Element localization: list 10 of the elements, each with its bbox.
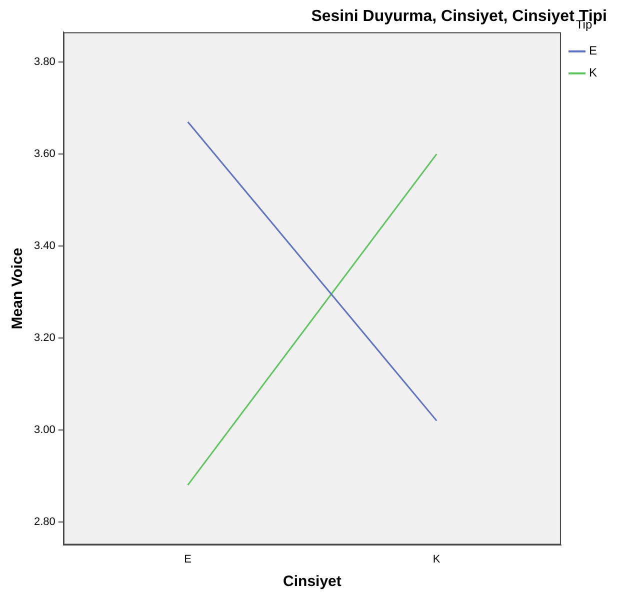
y-tick-label: 3.00 <box>34 424 56 436</box>
x-axis-title: Cinsiyet <box>283 573 342 590</box>
y-tick-label: 3.40 <box>34 240 56 252</box>
y-tick-label: 2.80 <box>34 516 56 528</box>
y-tick-label: 3.80 <box>34 56 56 68</box>
y-tick-label: 3.60 <box>34 148 56 160</box>
legend-label: E <box>588 44 598 58</box>
legend-label: K <box>588 66 598 80</box>
y-tick-label: 3.20 <box>34 332 56 344</box>
y-axis-title: Mean Voice <box>9 248 26 330</box>
